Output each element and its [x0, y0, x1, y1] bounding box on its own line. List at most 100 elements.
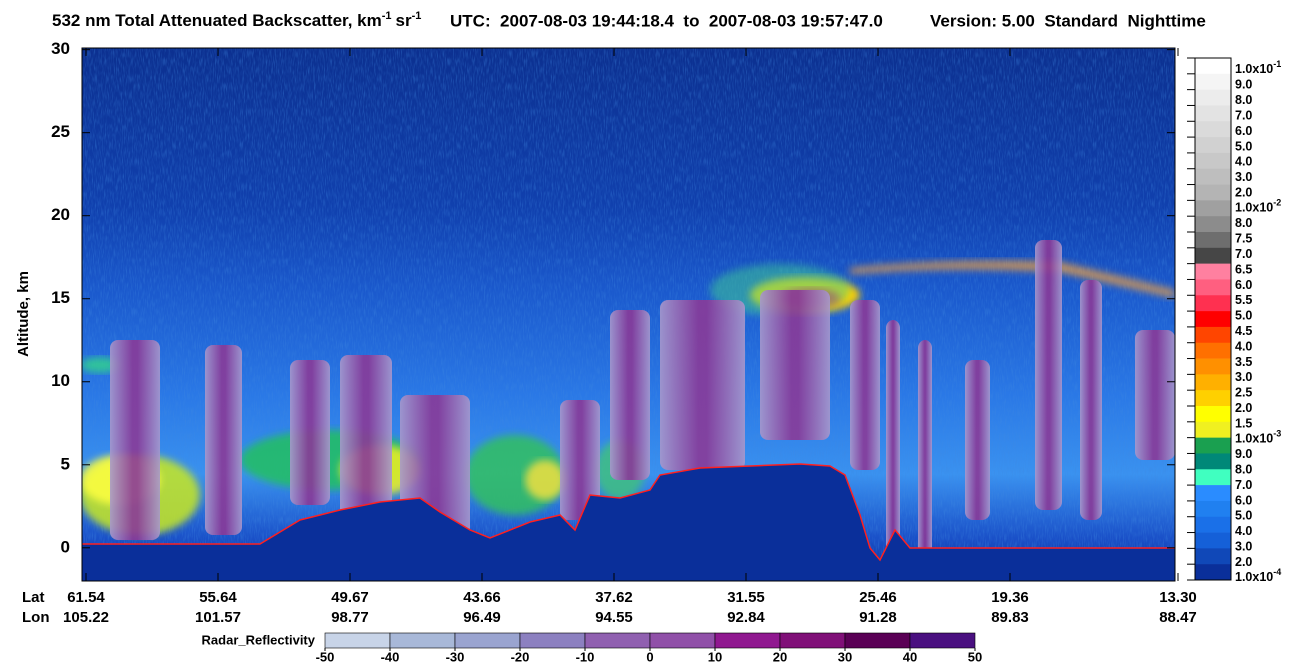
- colorbar-label: 4.0: [1235, 339, 1252, 353]
- colorbar-cell: [1195, 532, 1231, 549]
- colorbar-cell: [1195, 437, 1231, 454]
- radar-colorbar-cell: [779, 632, 846, 649]
- colorbar-label: 7.0: [1235, 247, 1252, 261]
- title-unit: sr: [396, 11, 412, 30]
- radar-column: [918, 340, 932, 560]
- colorbar-cell: [1195, 200, 1231, 217]
- colorbar-label: 9.0: [1235, 447, 1252, 461]
- y-tick-label: 0: [61, 537, 70, 556]
- colorbar-cell: [1195, 342, 1231, 359]
- colorbar-cell: [1195, 89, 1231, 106]
- lon-label: 98.77: [331, 609, 369, 626]
- x-row-label: Lon: [22, 609, 50, 626]
- colorbar-label: 3.5: [1235, 355, 1252, 369]
- colorbar-label: 5.0: [1235, 139, 1252, 153]
- radar-column: [1080, 280, 1102, 520]
- colorbar-cell: [1195, 247, 1231, 264]
- radar-colorbar-cell: [324, 632, 391, 649]
- lat-label: 37.62: [595, 589, 633, 606]
- radar-colorbar-tick-label: -50: [316, 649, 335, 664]
- colorbar-cell: [1195, 390, 1231, 407]
- colorbar-cell: [1195, 152, 1231, 170]
- colorbar-cell: [1195, 184, 1231, 201]
- colorbar-label: 1.5: [1235, 416, 1252, 430]
- radar-colorbar-cell: [714, 632, 781, 649]
- lon-label: 96.49: [463, 609, 501, 626]
- y-tick-label: 30: [51, 39, 70, 58]
- y-tick-label: 20: [51, 205, 70, 224]
- radar-column: [205, 345, 242, 535]
- colorbar-cell: [1195, 469, 1231, 486]
- colorbar-cell: [1195, 406, 1231, 423]
- colorbar-cell: [1195, 58, 1231, 75]
- colorbar-label-exp: -4: [1273, 567, 1281, 577]
- colorbar-label-base: 1.0x10: [1235, 570, 1273, 584]
- colorbar-cell: [1195, 263, 1231, 280]
- radar-colorbar-tick-label: 20: [773, 649, 787, 664]
- radar-colorbar-tick-label: -30: [446, 649, 465, 664]
- lat-label: 13.30: [1159, 589, 1197, 606]
- lat-label: 55.64: [199, 589, 237, 606]
- lat-label: 31.55: [727, 589, 765, 606]
- radar-colorbar-tick-label: -10: [576, 649, 595, 664]
- cirrus-streak: [850, 260, 1175, 298]
- colorbar-label: 1.0x10-3: [1235, 429, 1281, 446]
- lat-label: 49.67: [331, 589, 369, 606]
- lat-label: 25.46: [859, 589, 897, 606]
- radar-colorbar-cell: [909, 632, 976, 649]
- colorbar-label: 4.0: [1235, 524, 1252, 538]
- colorbar-cell: [1195, 105, 1231, 122]
- radar-column: [660, 300, 745, 470]
- colorbar-label: 5.0: [1235, 309, 1252, 323]
- radar-column: [340, 355, 392, 530]
- lon-label: 105.22: [63, 609, 109, 626]
- colorbar-cell: [1195, 564, 1231, 581]
- radar-colorbar-tick-label: 0: [646, 649, 653, 664]
- aerosol-layer: [525, 460, 565, 500]
- y-tick-label: 25: [51, 122, 70, 141]
- colorbar-cell: [1195, 121, 1231, 138]
- colorbar-cell: [1195, 168, 1231, 185]
- colorbar-label: 1.0x10-1: [1235, 59, 1281, 76]
- lat-label: 61.54: [67, 589, 105, 606]
- colorbar-label: 3.0: [1235, 540, 1252, 554]
- radar-colorbar-cell: [584, 632, 651, 649]
- colorbar-label: 4.5: [1235, 324, 1252, 338]
- colorbar-cell: [1195, 279, 1231, 296]
- colorbar-cell: [1195, 421, 1231, 438]
- lon-label: 91.28: [859, 609, 897, 626]
- colorbar-label: 1.0x10-4: [1235, 567, 1281, 584]
- surface-line: [82, 463, 1175, 562]
- colorbar-label: 2.0: [1235, 401, 1252, 415]
- colorbar-label: 6.0: [1235, 278, 1252, 292]
- y-tick-label: 10: [51, 371, 70, 390]
- colorbar-label: 5.5: [1235, 293, 1252, 307]
- colorbar-label: 7.5: [1235, 232, 1252, 246]
- x-row-label: Lat: [22, 589, 45, 606]
- version: Version: 5.00 Standard Nighttime: [930, 11, 1206, 30]
- radar-colorbar-cell: [454, 632, 521, 649]
- colorbar-label: 4.0: [1235, 155, 1252, 169]
- radar-column: [760, 290, 830, 440]
- lon-label: 89.83: [991, 609, 1029, 626]
- radar-colorbar-cell: [844, 632, 911, 649]
- colorbar-cell: [1195, 500, 1231, 518]
- title-text: 532 nm Total Attenuated Backscatter, km: [52, 11, 382, 30]
- lat-label: 19.36: [991, 589, 1029, 606]
- y-tick-label: 5: [61, 454, 70, 473]
- radar-column: [1135, 330, 1175, 460]
- radar-colorbar-tick-label: 40: [903, 649, 917, 664]
- title-sup: -1: [412, 10, 422, 22]
- colorbar-label: 2.0: [1235, 185, 1252, 199]
- radar-colorbar-tick-label: -20: [511, 649, 530, 664]
- radar-column: [965, 360, 990, 520]
- colorbar-label: 6.0: [1235, 493, 1252, 507]
- colorbar-cell: [1195, 216, 1231, 233]
- colorbar-label: 3.0: [1235, 370, 1252, 384]
- radar-column: [610, 310, 650, 480]
- colorbar-cell: [1195, 548, 1231, 565]
- radar-column: [850, 300, 880, 470]
- radar-colorbar-tick-label: -40: [381, 649, 400, 664]
- radar-column: [560, 400, 600, 520]
